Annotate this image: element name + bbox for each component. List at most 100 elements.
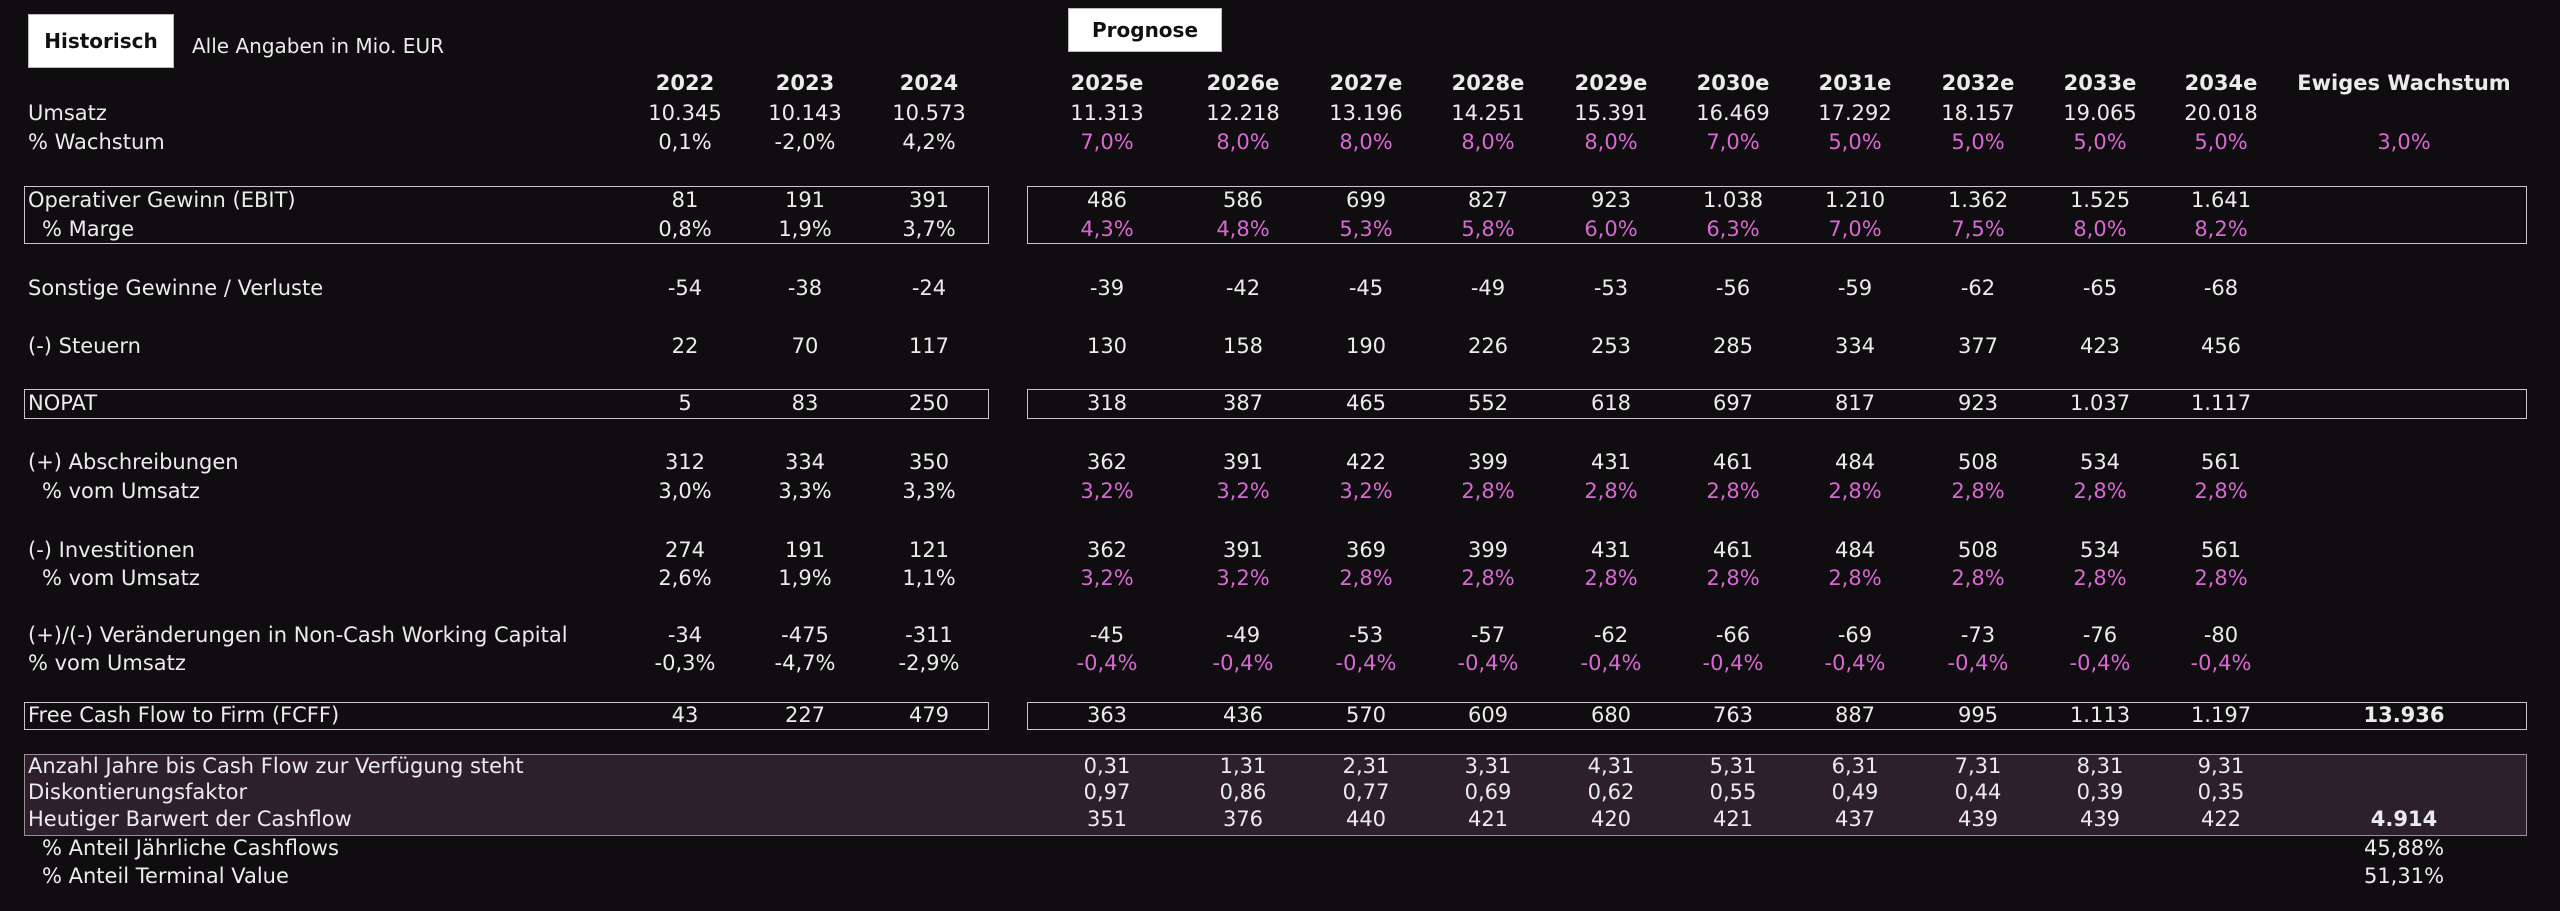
forecast-value[interactable]: 158 [1222,334,1264,358]
forecast-value[interactable]: 14.251 [1451,101,1525,125]
hist-value[interactable]: -4,7% [774,651,836,675]
forecast-value[interactable]: -0,4% [1702,651,1764,675]
hist-value[interactable]: 3,0% [658,479,712,503]
forecast-value[interactable]: 5,0% [1951,130,2005,154]
forecast-value[interactable]: -42 [1225,276,1261,300]
prognose-tab[interactable]: Prognose [1068,8,1222,52]
forecast-value[interactable]: 486 [1086,188,1128,212]
forecast-value[interactable]: 130 [1086,334,1128,358]
forecast-value[interactable]: 0,77 [1342,780,1390,804]
forecast-value[interactable]: 570 [1345,703,1387,727]
forecast-value[interactable]: 423 [2079,334,2121,358]
hist-value[interactable]: 350 [908,450,950,474]
forecast-value[interactable]: 8,0% [1216,130,1270,154]
forecast-value[interactable]: 1,31 [1219,754,1267,778]
forecast-value[interactable]: 226 [1467,334,1509,358]
forecast-value[interactable]: 7,0% [1828,217,1882,241]
forecast-value[interactable]: 1.210 [1824,188,1886,212]
forecast-value[interactable]: -39 [1089,276,1125,300]
forecast-value[interactable]: 362 [1086,450,1128,474]
forecast-value[interactable]: 0,55 [1709,780,1757,804]
forecast-value[interactable]: -62 [1593,623,1629,647]
hist-value[interactable]: 70 [791,334,819,358]
forecast-value[interactable]: 362 [1086,538,1128,562]
forecast-value[interactable]: -59 [1837,276,1873,300]
forecast-value[interactable]: 422 [1345,450,1387,474]
forecast-value[interactable]: 11.313 [1070,101,1144,125]
forecast-value[interactable]: -49 [1225,623,1261,647]
hist-value[interactable]: -2,9% [898,651,960,675]
forecast-value[interactable]: 0,31 [1083,754,1131,778]
forecast-value[interactable]: 190 [1345,334,1387,358]
forecast-value[interactable]: 8,0% [2073,217,2127,241]
forecast-value[interactable]: 4,31 [1587,754,1635,778]
forecast-value[interactable]: -0,4% [1947,651,2009,675]
forecast-value[interactable]: 1.117 [2190,391,2252,415]
forecast-value[interactable]: 0,44 [1954,780,2002,804]
hist-value[interactable]: 22 [671,334,699,358]
forecast-value[interactable]: 923 [1590,188,1632,212]
hist-value[interactable]: -54 [667,276,703,300]
hist-value[interactable]: 479 [908,703,950,727]
ewig-value[interactable]: 13.936 [2363,703,2445,727]
forecast-value[interactable]: 5,0% [2194,130,2248,154]
hist-value[interactable]: 81 [671,188,699,212]
hist-value[interactable]: 0,8% [658,217,712,241]
forecast-value[interactable]: 461 [1712,538,1754,562]
forecast-value[interactable]: 18.157 [1941,101,2015,125]
hist-value[interactable]: 3,3% [778,479,832,503]
forecast-value[interactable]: 995 [1957,703,1999,727]
forecast-value[interactable]: -0,4% [1457,651,1519,675]
forecast-value[interactable]: 5,0% [1828,130,1882,154]
hist-value[interactable]: 83 [791,391,819,415]
forecast-value[interactable]: 285 [1712,334,1754,358]
forecast-value[interactable]: 421 [1712,807,1754,831]
hist-value[interactable]: 334 [784,450,826,474]
forecast-value[interactable]: 399 [1467,450,1509,474]
forecast-value[interactable]: 253 [1590,334,1632,358]
hist-value[interactable]: 274 [664,538,706,562]
forecast-value[interactable]: 4,3% [1080,217,1134,241]
forecast-value[interactable]: -0,4% [1824,651,1886,675]
forecast-value[interactable]: 7,0% [1080,130,1134,154]
forecast-value[interactable]: 15.391 [1574,101,1648,125]
forecast-value[interactable]: -69 [1837,623,1873,647]
forecast-value[interactable]: 13.196 [1329,101,1403,125]
forecast-value[interactable]: -0,4% [1335,651,1397,675]
forecast-value[interactable]: 699 [1345,188,1387,212]
forecast-value[interactable]: 618 [1590,391,1632,415]
forecast-value[interactable]: 399 [1467,538,1509,562]
forecast-value[interactable]: 2,8% [2073,479,2127,503]
forecast-value[interactable]: 12.218 [1206,101,1280,125]
hist-value[interactable]: 10.143 [768,101,842,125]
forecast-value[interactable]: 2,8% [1461,566,1515,590]
forecast-value[interactable]: 2,8% [1951,479,2005,503]
forecast-value[interactable]: 3,2% [1080,566,1134,590]
hist-value[interactable]: 3,3% [902,479,956,503]
forecast-value[interactable]: 376 [1222,807,1264,831]
forecast-value[interactable]: 4,8% [1216,217,1270,241]
forecast-value[interactable]: 2,8% [1706,479,1760,503]
forecast-value[interactable]: 2,8% [1461,479,1515,503]
forecast-value[interactable]: 1.641 [2190,188,2252,212]
forecast-value[interactable]: 318 [1086,391,1128,415]
forecast-value[interactable]: 552 [1467,391,1509,415]
forecast-value[interactable]: 0,49 [1831,780,1879,804]
forecast-value[interactable]: 6,31 [1831,754,1879,778]
hist-value[interactable]: 1,9% [778,566,832,590]
forecast-value[interactable]: 923 [1957,391,1999,415]
forecast-value[interactable]: 508 [1957,450,1999,474]
hist-value[interactable]: -311 [905,623,953,647]
historisch-tab[interactable]: Historisch [28,14,174,68]
forecast-value[interactable]: 20.018 [2184,101,2258,125]
forecast-value[interactable]: 8,0% [1461,130,1515,154]
ewig-value[interactable]: 45,88% [2363,836,2445,860]
forecast-value[interactable]: 421 [1467,807,1509,831]
hist-value[interactable]: 227 [784,703,826,727]
forecast-value[interactable]: 2,8% [1339,566,1393,590]
forecast-value[interactable]: 0,69 [1464,780,1512,804]
forecast-value[interactable]: 0,35 [2197,780,2245,804]
forecast-value[interactable]: -66 [1715,623,1751,647]
forecast-value[interactable]: 0,86 [1219,780,1267,804]
forecast-value[interactable]: 8,0% [1339,130,1393,154]
